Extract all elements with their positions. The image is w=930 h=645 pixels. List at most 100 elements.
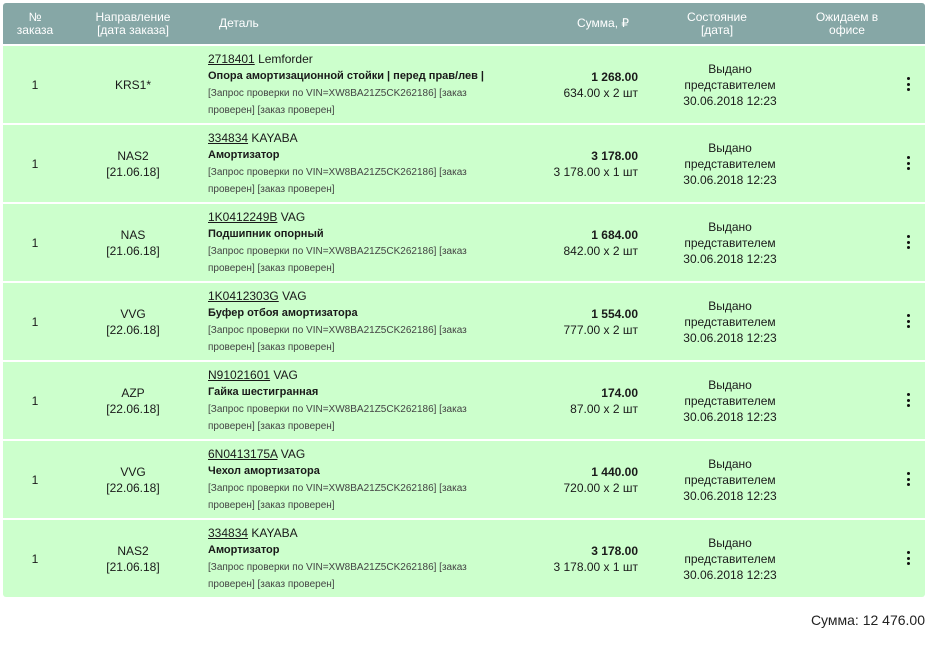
status-l2: представителем bbox=[684, 314, 776, 329]
table-row: 1 KRS1* 2718401 Lemforder Опора амортизацио… bbox=[3, 46, 925, 123]
part-note-l2: проверен] [заказ проверен] bbox=[208, 104, 335, 116]
status: Выдано представителем 30.06.2018 12:23 bbox=[638, 535, 820, 583]
direction: NAS [21.06.18] bbox=[67, 227, 199, 259]
part-line: N91021601 VAG bbox=[208, 367, 528, 384]
status-date: 30.06.2018 12:23 bbox=[683, 330, 777, 345]
status-date: 30.06.2018 12:23 bbox=[683, 567, 777, 582]
order-date: [22.06.18] bbox=[106, 401, 160, 416]
kebab-menu-icon[interactable] bbox=[905, 77, 911, 91]
direction-code: NAS2 bbox=[117, 148, 149, 163]
status-l2: представителем bbox=[684, 235, 776, 250]
part-brand: VAG bbox=[273, 367, 298, 382]
detail: 1K0412249B VAG Подшипник опорный [Запрос п… bbox=[199, 209, 528, 277]
menu-dot bbox=[906, 562, 910, 565]
part-note: [Запрос проверки по VIN=XW8BA21Z5CK26218… bbox=[208, 480, 528, 514]
part-code-link[interactable]: 334834 bbox=[208, 130, 249, 145]
sum: 1 440.00 720.00 х 2 шт bbox=[528, 464, 638, 496]
direction: NAS2 [21.06.18] bbox=[67, 148, 199, 180]
kebab-menu-icon[interactable] bbox=[905, 235, 911, 249]
part-note: [Запрос проверки по VIN=XW8BA21Z5CK26218… bbox=[208, 243, 528, 277]
part-name: Гайка шестигранная bbox=[208, 385, 319, 398]
part-note-l1: [Запрос проверки по VIN=XW8BA21Z5CK26218… bbox=[208, 245, 467, 257]
part-brand: KAYABA bbox=[251, 525, 298, 540]
part-brand: KAYABA bbox=[251, 130, 298, 145]
header-order-number: № заказа bbox=[3, 10, 67, 37]
table-row: 1 VVG [22.06.18] 6N0413175A VAG Чехол аморти… bbox=[3, 441, 925, 518]
status-l1: Выдано bbox=[708, 535, 752, 550]
header-waiting: Ожидаем в офисе bbox=[805, 9, 889, 37]
menu-dot bbox=[906, 551, 910, 554]
order-number: 1 bbox=[31, 77, 39, 92]
kebab-menu-icon[interactable] bbox=[905, 314, 911, 328]
status: Выдано представителем 30.06.2018 12:23 bbox=[638, 298, 820, 346]
menu-dot bbox=[906, 246, 910, 249]
order-number: 1 bbox=[31, 156, 39, 171]
order-number: 1 bbox=[31, 551, 39, 566]
part-line: 6N0413175A VAG bbox=[208, 446, 528, 463]
menu-dot bbox=[906, 472, 910, 475]
sum-total: 1 684.00 bbox=[591, 227, 638, 242]
header-direction-l2: [дата заказа] bbox=[97, 22, 169, 37]
sum-total: 3 178.00 bbox=[591, 148, 638, 163]
header-state-l2: [дата] bbox=[700, 22, 734, 37]
part-code-link[interactable]: 1K0412249B bbox=[208, 209, 278, 224]
part-code-link[interactable]: 6N0413175A bbox=[208, 446, 278, 461]
part-code-link[interactable]: 2718401 bbox=[208, 51, 255, 66]
direction-code: NAS2 bbox=[117, 543, 149, 558]
kebab-menu-icon[interactable] bbox=[905, 551, 911, 565]
direction-code: KRS1* bbox=[114, 77, 152, 92]
table-row: 1 NAS2 [21.06.18] 334834 KAYABA Амортизатор[… bbox=[3, 520, 925, 597]
status-date: 30.06.2018 12:23 bbox=[683, 93, 777, 108]
part-code-link[interactable]: 334834 bbox=[208, 525, 249, 540]
sum-quantity: 634.00 х 2 шт bbox=[563, 85, 638, 100]
table-row: 1 AZP [22.06.18] N91021601 VAG Гайка шестигр… bbox=[3, 362, 925, 439]
detail: 334834 KAYABA Амортизатор [Запрос проверки… bbox=[199, 130, 528, 198]
menu-dot bbox=[906, 77, 910, 80]
direction-code: VVG bbox=[120, 464, 146, 479]
part-note: [Запрос проверки по VIN=XW8BA21Z5CK26218… bbox=[208, 559, 528, 593]
order-date: [22.06.18] bbox=[106, 322, 160, 337]
part-name: Чехол амортизатора bbox=[208, 464, 320, 477]
part-line: 2718401 Lemforder bbox=[208, 51, 528, 68]
menu-dot bbox=[906, 88, 910, 91]
status-l1: Выдано bbox=[708, 61, 752, 76]
header-direction-l1: Направление bbox=[95, 9, 171, 24]
part-note: [Запрос проверки по VIN=XW8BA21Z5CK26218… bbox=[208, 322, 528, 356]
part-note-l1: [Запрос проверки по VIN=XW8BA21Z5CK26218… bbox=[208, 561, 467, 573]
header-waiting-l1: Ожидаем в bbox=[815, 9, 879, 24]
menu-dot bbox=[906, 235, 910, 238]
kebab-menu-icon[interactable] bbox=[905, 393, 911, 407]
table-header: № заказа Направление [дата заказа] Детал… bbox=[3, 3, 925, 44]
order-number: 1 bbox=[31, 393, 39, 408]
part-note-l2: проверен] [заказ проверен] bbox=[208, 341, 335, 353]
status-l1: Выдано bbox=[708, 377, 752, 392]
menu-dot bbox=[906, 325, 910, 328]
menu-dot bbox=[906, 319, 910, 323]
direction: NAS2 [21.06.18] bbox=[67, 543, 199, 575]
part-note-l1: [Запрос проверки по VIN=XW8BA21Z5CK26218… bbox=[208, 324, 467, 336]
header-sum: Сумма, ₽ bbox=[576, 16, 629, 30]
menu-dot bbox=[906, 161, 910, 165]
status-date: 30.06.2018 12:23 bbox=[683, 172, 777, 187]
sum-quantity: 777.00 х 2 шт bbox=[563, 322, 638, 337]
part-note: [Запрос проверки по VIN=XW8BA21Z5CK26218… bbox=[208, 401, 528, 435]
menu-dot bbox=[906, 167, 910, 170]
part-note-l2: проверен] [заказ проверен] bbox=[208, 262, 335, 274]
detail: 1K0412303G VAG Буфер отбоя амортизатора [З… bbox=[199, 288, 528, 356]
part-brand: VAG bbox=[280, 209, 306, 224]
sum: 3 178.00 3 178.00 х 1 шт bbox=[528, 148, 638, 180]
part-code-link[interactable]: 1K0412303G bbox=[208, 288, 279, 303]
status: Выдано представителем 30.06.2018 12:23 bbox=[638, 377, 820, 425]
part-note-l1: [Запрос проверки по VIN=XW8BA21Z5CK26218… bbox=[208, 166, 467, 178]
part-code-link[interactable]: N91021601 bbox=[208, 367, 271, 382]
part-note-l2: проверен] [заказ проверен] bbox=[208, 578, 335, 590]
menu-dot bbox=[906, 398, 910, 402]
kebab-menu-icon[interactable] bbox=[905, 156, 911, 170]
header-detail: Деталь bbox=[219, 16, 259, 30]
sum-quantity: 842.00 х 2 шт bbox=[563, 243, 638, 258]
menu-dot bbox=[906, 156, 910, 159]
sum: 3 178.00 3 178.00 х 1 шт bbox=[528, 543, 638, 575]
menu-dot bbox=[906, 477, 910, 481]
kebab-menu-icon[interactable] bbox=[905, 472, 911, 486]
direction: VVG [22.06.18] bbox=[67, 306, 199, 338]
